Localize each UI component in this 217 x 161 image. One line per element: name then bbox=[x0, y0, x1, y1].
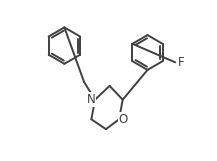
Text: F: F bbox=[178, 56, 185, 69]
Text: O: O bbox=[118, 113, 128, 126]
Text: N: N bbox=[87, 93, 95, 106]
